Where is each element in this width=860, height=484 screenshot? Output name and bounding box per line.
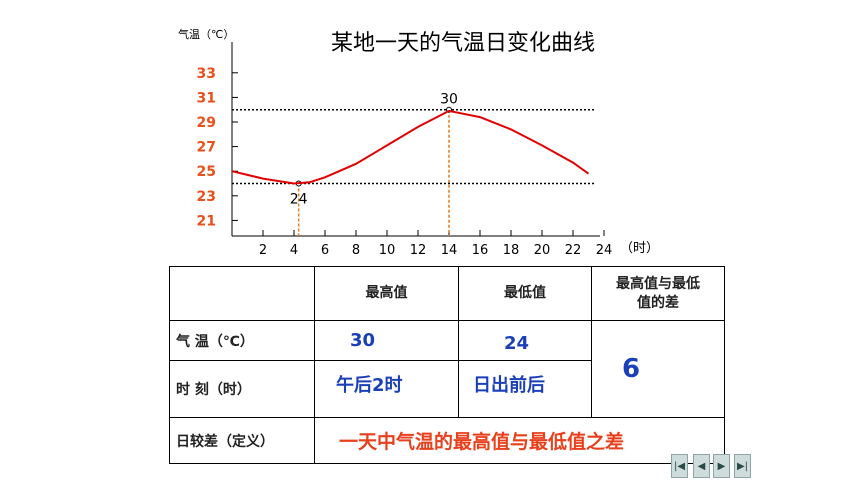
table-row: 日较差（定义） 一天中气温的最高值与最低值之差 bbox=[169, 417, 725, 464]
x-tick-label: 4 bbox=[290, 243, 298, 258]
header-diff-line2: 值的差 bbox=[637, 294, 679, 311]
y-tick-label: 33 bbox=[197, 66, 216, 82]
x-tick-label: 10 bbox=[379, 243, 396, 258]
min-temperature-time: 日出前后 bbox=[458, 360, 592, 418]
row-label-daily-range: 日较差（定义） bbox=[169, 417, 315, 464]
table-header-row: 最高值 最低值 最高值与最低 值的差 bbox=[169, 266, 725, 321]
header-empty-cell bbox=[169, 266, 315, 321]
y-tick-label: 21 bbox=[197, 213, 216, 229]
daily-range-definition: 一天中气温的最高值与最低值之差 bbox=[314, 417, 725, 464]
previous-slide-button[interactable]: ◀ bbox=[693, 454, 710, 478]
y-tick-label: 25 bbox=[197, 164, 216, 180]
max-temperature-value: 30 bbox=[314, 320, 459, 361]
data-label-24: 24 bbox=[290, 192, 308, 208]
header-diff: 最高值与最低 值的差 bbox=[591, 266, 725, 321]
x-tick-label: 20 bbox=[534, 243, 551, 258]
x-tick-label: 12 bbox=[410, 243, 427, 258]
reference-group: 30 24 bbox=[232, 92, 596, 236]
y-tick-label: 29 bbox=[197, 115, 216, 131]
previous-slide-icon: ◀ bbox=[697, 460, 706, 472]
table-row: 气 温（℃） 30 24 6 bbox=[169, 320, 725, 418]
y-tick-label: 27 bbox=[197, 140, 216, 156]
x-tick-label: 8 bbox=[352, 243, 360, 258]
max-temperature-time: 午后2时 bbox=[314, 360, 459, 418]
x-tick-group: 2 4 6 8 10 12 14 16 18 20 22 24 bbox=[259, 230, 612, 258]
table-row: 时 刻（时） 午后2时 日出前后 bbox=[169, 360, 725, 418]
first-slide-icon: |◀ bbox=[673, 460, 686, 472]
header-min: 最低值 bbox=[458, 266, 592, 321]
y-tick-group: 21 23 25 27 29 31 33 bbox=[197, 66, 238, 229]
chart-title: 某地一天的气温日变化曲线 bbox=[331, 31, 595, 56]
header-diff-line1: 最高值与最低 bbox=[616, 275, 700, 292]
min-temperature-value: 24 bbox=[458, 320, 592, 361]
y-tick-label: 31 bbox=[197, 90, 216, 106]
temperature-summary-table: 最高值 最低值 最高值与最低 值的差 气 温（℃） 30 24 6 时 刻（时）… bbox=[169, 266, 725, 464]
temperature-series-line bbox=[231, 109, 590, 185]
y-axis-label: 气温（℃） bbox=[178, 27, 234, 41]
header-max: 最高值 bbox=[314, 266, 459, 321]
next-slide-icon: ▶ bbox=[717, 460, 726, 472]
x-tick-label: 2 bbox=[259, 243, 267, 258]
last-slide-icon: ▶| bbox=[736, 460, 749, 472]
temperature-difference-value: 6 bbox=[591, 320, 725, 418]
x-tick-label: 22 bbox=[565, 243, 582, 258]
row-label-time: 时 刻（时） bbox=[169, 360, 315, 418]
y-tick-label: 23 bbox=[197, 189, 216, 205]
x-tick-label: 18 bbox=[503, 243, 520, 258]
x-tick-label: 24 bbox=[596, 243, 613, 258]
x-tick-label: 16 bbox=[472, 243, 489, 258]
x-tick-label: 6 bbox=[321, 243, 329, 258]
x-tick-label: 14 bbox=[441, 243, 458, 258]
first-slide-button[interactable]: |◀ bbox=[671, 454, 688, 478]
data-label-30: 30 bbox=[440, 92, 458, 108]
x-axis-label: （时） bbox=[620, 241, 659, 256]
row-label-temperature: 气 温（℃） bbox=[169, 320, 315, 361]
last-slide-button[interactable]: ▶| bbox=[734, 454, 751, 478]
next-slide-button[interactable]: ▶ bbox=[713, 454, 730, 478]
